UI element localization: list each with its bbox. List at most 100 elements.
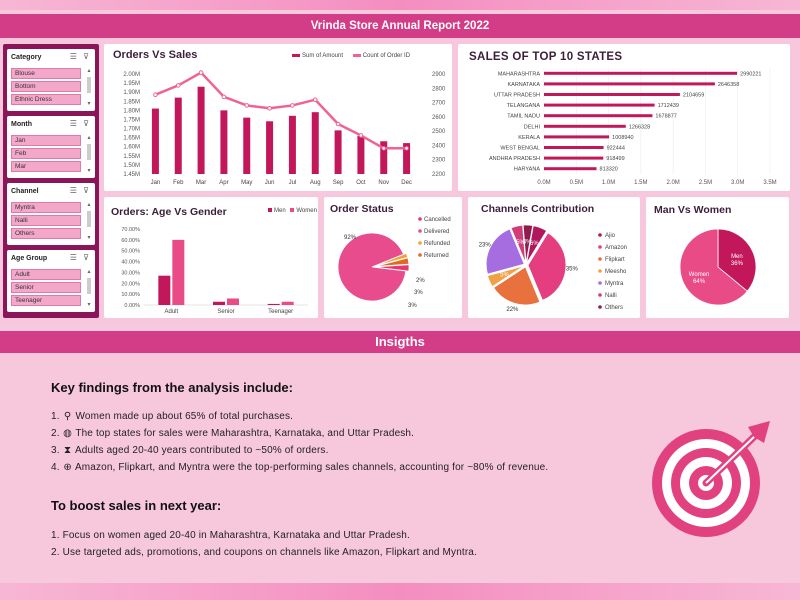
insights-title: Insigths xyxy=(0,331,800,353)
y-tick-label: UTTAR PRADESH xyxy=(494,93,540,99)
pie-slice xyxy=(374,252,409,267)
y-tick-label: WEST BENGAL xyxy=(500,146,540,152)
y-tick-label: 1.45M xyxy=(123,172,140,178)
orders-sales-chart: 1.45M 1.50M 1.55M 1.60M 1.65M 1.70M 1.75M 1.80M… xyxy=(123,70,446,186)
slicer-filter-icon[interactable]: ☰ ⊽ xyxy=(69,253,91,262)
y-tick-label: KARNATAKA xyxy=(508,82,541,88)
pie-slice xyxy=(527,232,567,301)
bar xyxy=(220,110,228,174)
chart-title: SALES OF TOP 10 STATES xyxy=(469,51,623,63)
slicer-scrollbar[interactable]: ▴ ▾ xyxy=(87,202,91,241)
x-tick-label: Jul xyxy=(289,180,297,186)
slicer-item[interactable]: Mar xyxy=(11,161,81,172)
data-label: 918499 xyxy=(606,156,624,162)
legend-label: Women xyxy=(296,208,317,214)
data-label: 1266328 xyxy=(629,124,650,130)
y2-tick-label: 2400 xyxy=(432,143,446,149)
legend-marker xyxy=(418,253,422,257)
slicer-filter-icon[interactable]: ☰ ⊽ xyxy=(69,119,91,128)
age-gender-card: Orders: Age Vs Gender Men Women 0.00% 10.… xyxy=(104,197,318,318)
pie-slice xyxy=(487,265,525,288)
hourglass-icon: ⧗ xyxy=(63,445,72,456)
pie-slice xyxy=(679,228,748,306)
y-tick-label: MAHARASHTRA xyxy=(498,71,541,77)
data-label: 922444 xyxy=(607,146,625,152)
legend-marker xyxy=(598,257,602,261)
line-point xyxy=(198,70,204,75)
legend-label: Cancelled xyxy=(424,217,451,223)
x-tick-label: Jan xyxy=(151,180,161,186)
y-tick-label: ANDHRA PRADESH xyxy=(489,156,540,162)
chart-title: Orders Vs Sales xyxy=(113,49,198,61)
x-tick-label: Senior xyxy=(217,309,234,315)
y-tick-label: DELHI xyxy=(524,124,541,130)
x-tick-label: Apr xyxy=(219,180,228,186)
data-label: 5% xyxy=(500,273,509,279)
slicer-scrollbar[interactable]: ▴ ▾ xyxy=(87,269,91,308)
map-pin-icon: ⚲ xyxy=(63,411,72,422)
x-tick-label: Adult xyxy=(164,309,178,315)
slicer-filter-icon[interactable]: ☰ ⊽ xyxy=(69,186,91,195)
y-tick-label: 20.00% xyxy=(121,281,140,287)
slicer-item[interactable]: Feb xyxy=(11,148,81,159)
x-tick-label: Sep xyxy=(333,180,344,186)
slicer-item[interactable]: Teenager xyxy=(11,295,81,306)
y-tick-label: 10.00% xyxy=(121,292,140,298)
data-label: 2646358 xyxy=(718,82,739,88)
finding-item: 1. ⚲ Women made up about 65% of total pu… xyxy=(51,411,293,422)
y-tick-label: 1.60M xyxy=(123,145,140,151)
channels-card: Channels Contribution 6% 35% 22% 5% 23% 5% 4% A… xyxy=(468,197,640,318)
y-tick-label: HARYANA xyxy=(514,167,540,173)
slicer-item[interactable]: Others xyxy=(11,228,81,239)
y-tick-label: 30.00% xyxy=(121,270,140,276)
finding-number: 2. xyxy=(51,428,60,439)
bar xyxy=(380,141,388,174)
finding-text: Adults aged 20-40 years contributed to ~… xyxy=(74,445,329,456)
x-tick-label: 2.0M xyxy=(666,180,679,186)
slicer-scrollbar[interactable]: ▴ ▾ xyxy=(87,135,91,174)
legend-swatch xyxy=(268,208,272,213)
legend-marker xyxy=(418,217,422,221)
slicer-item[interactable]: Senior xyxy=(11,282,81,293)
slicer-item[interactable]: Myntra xyxy=(11,202,81,213)
y-tick-label: 50.00% xyxy=(121,249,140,255)
legend-label: Nalli xyxy=(605,293,617,299)
legend-label: Sum of Amount xyxy=(302,53,344,59)
bar xyxy=(544,114,653,118)
x-tick-label: 0.5M xyxy=(570,180,583,186)
y2-tick-label: 2500 xyxy=(432,129,446,135)
chart-legend: Men Women xyxy=(268,208,317,214)
bar xyxy=(403,143,411,174)
slicer-filter-icon[interactable]: ☰ ⊽ xyxy=(69,52,91,61)
legend-label: Meesho xyxy=(605,269,627,275)
y-tick-label: 1.50M xyxy=(123,163,140,169)
y2-tick-label: 2900 xyxy=(432,72,446,78)
data-label: 2104659 xyxy=(683,93,704,99)
slicer-item[interactable]: Nalli xyxy=(11,215,81,226)
x-tick-label: 1.0M xyxy=(602,180,615,186)
chart-title: Order Status xyxy=(330,203,394,215)
slicer-item[interactable]: Jan xyxy=(11,135,81,146)
men-women-card: Man Vs Women Men 36% Women 64% xyxy=(646,197,789,318)
slicer-month: Month ☰ ⊽ Jan Feb Mar ▴ ▾ xyxy=(7,116,95,178)
data-label: 64% xyxy=(693,279,706,285)
bar xyxy=(197,86,205,174)
slicer-item[interactable]: Adult xyxy=(11,269,81,280)
slicer-scrollbar[interactable]: ▴ ▾ xyxy=(87,68,91,107)
line-point xyxy=(312,97,318,103)
finding-number: 4. xyxy=(51,462,60,473)
slicer-channel: Channel ☰ ⊽ Myntra Nalli Others ▴ ▾ xyxy=(7,183,95,245)
legend-marker xyxy=(598,305,602,309)
slicer-item[interactable]: Bottom xyxy=(11,81,81,92)
action-item: 2. Use targeted ads, promotions, and cou… xyxy=(51,547,477,558)
slicer-title: Channel xyxy=(11,188,39,195)
chart-title: Man Vs Women xyxy=(654,204,732,216)
x-tick-label: Aug xyxy=(310,180,321,186)
slicer-item[interactable]: Blouse xyxy=(11,68,81,79)
slicer-age-group: Age Group ☰ ⊽ Adult Senior Teenager ▴ ▾ xyxy=(7,250,95,312)
y-tick-label: 1.85M xyxy=(123,99,140,105)
x-tick-label: May xyxy=(241,180,252,186)
y-tick-label: 1.90M xyxy=(123,90,140,96)
slicer-item[interactable]: Ethnic Dress xyxy=(11,94,81,105)
slicer-panel: Category ☰ ⊽ Blouse Bottom Ethnic Dress … xyxy=(3,44,99,318)
